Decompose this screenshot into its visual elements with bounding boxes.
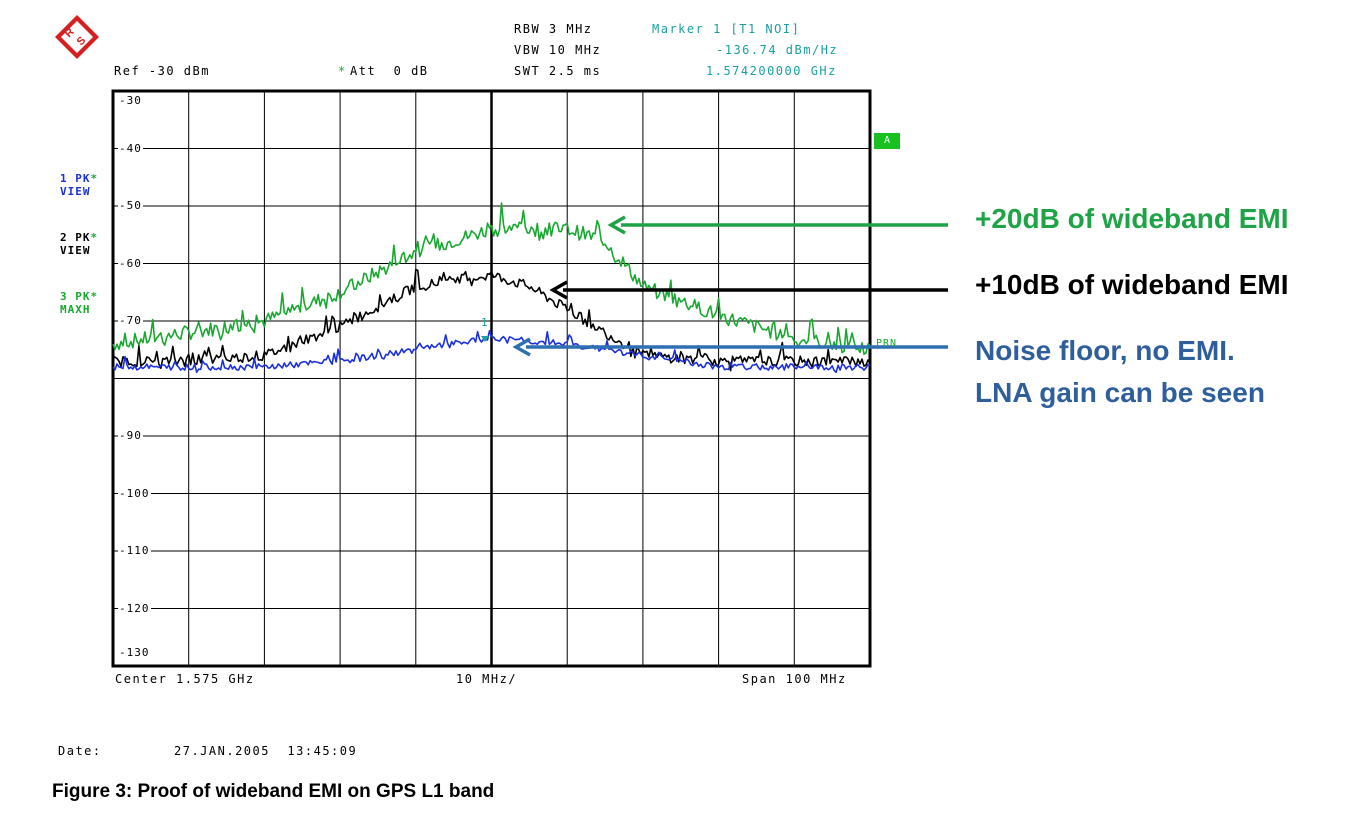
y-tick-label: -40 [118,141,143,155]
swt-readout: SWT 2.5 ms [514,64,602,78]
y-tick-label: -50 [118,199,143,212]
marker-title: Marker 1 [T1 NOI] [652,22,801,36]
marker-1-triangle [481,336,489,342]
y-tick-label: -60 [118,256,143,270]
vbw-readout: VBW 10 MHz [514,43,602,57]
y-tick-label: -30 [118,94,143,107]
plot-traces [112,202,871,374]
y-tick-label: -120 [118,601,151,615]
division-label: 10 MHz/ [456,672,518,686]
y-tick-label: -70 [118,314,143,327]
marker-frequency: 1.574200000 GHz [706,64,837,78]
rohde-schwarz-logo: R S [55,15,99,59]
annotation-blue-line1: Noise floor, no EMI. [975,335,1235,366]
attenuation: Att 0 dB [350,64,429,78]
trace-1-label: 1 PK* VIEW [60,172,99,198]
y-tick-label: -90 [118,429,143,442]
annotation-blue-line2: LNA gain can be seen [975,377,1265,408]
attenuation-star: * [338,64,347,78]
trace-1-pk-view [112,329,871,374]
y-tick-label: -110 [118,544,151,557]
trace-2-label: 2 PK* VIEW [60,231,99,257]
annotation-green: +20dB of wideband EMI [975,203,1289,234]
date-value: 27.JAN.2005 13:45:09 [174,744,358,758]
figure-caption: Figure 3: Proof of wideband EMI on GPS L… [52,781,495,802]
reference-level: Ref -30 dBm [114,64,210,78]
trace-3-label: 3 PK* MAXH [60,290,99,316]
trace-a-badge: A [874,133,900,149]
y-tick-label: -100 [118,486,151,500]
arrow-blue-head [512,337,531,357]
y-tick-label: -130 [118,646,151,659]
date-label: Date: [58,744,102,758]
trace-2-pk-view [112,268,871,372]
marker-1-label: 1 [481,316,488,329]
plot-grid [111,89,872,668]
marker-level: -136.74 dBm/Hz [716,43,839,57]
annotation-black: +10dB of wideband EMI [975,269,1289,300]
prn-label: PRN [876,338,897,349]
trace-3-pk-maxh [112,202,871,356]
center-frequency: Center 1.575 GHz [115,672,255,686]
annotation-arrows [512,215,948,357]
arrow-green-head [607,215,626,235]
span-label: Span 100 MHz [742,672,847,686]
arrow-black-head [549,280,568,300]
rbw-readout: RBW 3 MHz [514,22,593,36]
